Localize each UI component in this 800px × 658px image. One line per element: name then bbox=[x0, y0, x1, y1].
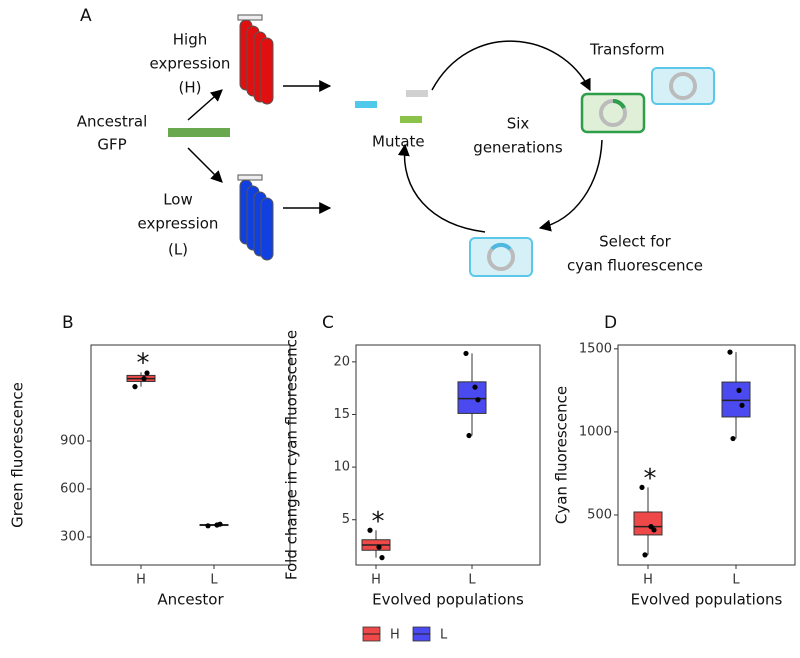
x-tick-label: H bbox=[643, 573, 653, 588]
arrow bbox=[187, 147, 223, 183]
tubes-high bbox=[237, 14, 274, 105]
x-axis-title: Ancestor bbox=[157, 591, 224, 609]
cell bbox=[651, 67, 715, 105]
gene-bar bbox=[406, 90, 428, 97]
point bbox=[739, 402, 745, 408]
point bbox=[205, 523, 211, 529]
y-tick-label: 1000 bbox=[579, 424, 612, 439]
y-tick-label: 500 bbox=[587, 507, 612, 522]
gene-bar bbox=[400, 116, 422, 123]
point bbox=[648, 524, 654, 530]
label: cyan fluorescence bbox=[567, 257, 703, 275]
point bbox=[141, 376, 147, 382]
annotation: * bbox=[372, 507, 385, 537]
cycle-arrow bbox=[538, 139, 603, 232]
gene-bar bbox=[168, 128, 230, 137]
y-tick-label: 1500 bbox=[579, 341, 612, 356]
annotation: * bbox=[644, 464, 657, 494]
label: Mutate bbox=[372, 133, 425, 151]
x-axis-title: Evolved populations bbox=[372, 591, 524, 609]
label: Select for bbox=[599, 233, 672, 251]
label: GFP bbox=[97, 136, 126, 154]
panel-label: B bbox=[62, 313, 74, 333]
cycle-arrow bbox=[431, 40, 591, 92]
point bbox=[475, 397, 481, 403]
point bbox=[651, 527, 657, 533]
box bbox=[457, 381, 487, 414]
gene-bar bbox=[355, 101, 377, 108]
x-tick-label: H bbox=[136, 573, 146, 588]
panel-a: A High expression (H) Ancestral GFP Low … bbox=[77, 6, 715, 277]
annotation: * bbox=[137, 349, 150, 379]
label: Six bbox=[507, 115, 530, 133]
plasmid-insert bbox=[490, 242, 512, 251]
point bbox=[379, 555, 385, 561]
point bbox=[217, 521, 223, 527]
cell bbox=[580, 92, 646, 134]
y-axis-title: Fold change in cyan fluorescence bbox=[283, 330, 301, 580]
x-tick-label: L bbox=[210, 573, 218, 588]
box bbox=[633, 511, 663, 536]
point bbox=[642, 552, 648, 558]
label: (L) bbox=[168, 241, 188, 259]
label: High bbox=[173, 31, 207, 49]
y-tick-label: 5 bbox=[342, 512, 350, 527]
y-axis-title: Green fluorescence bbox=[9, 382, 27, 528]
x-tick-label: H bbox=[371, 573, 381, 588]
plot-frame bbox=[355, 344, 541, 566]
y-tick-label: 600 bbox=[60, 482, 85, 497]
y-tick-label: 10 bbox=[333, 460, 350, 475]
point bbox=[144, 370, 150, 376]
panel-label: A bbox=[80, 6, 92, 26]
plasmid-insert bbox=[612, 98, 626, 110]
x-axis-title: Evolved populations bbox=[631, 591, 783, 609]
label: (H) bbox=[179, 79, 202, 97]
x-tick-label: L bbox=[732, 573, 740, 588]
point bbox=[463, 350, 469, 357]
label: expression bbox=[150, 55, 231, 73]
point bbox=[132, 384, 138, 390]
point bbox=[639, 484, 645, 491]
x-tick-label: L bbox=[468, 573, 476, 588]
label: Ancestral bbox=[77, 113, 147, 131]
cell bbox=[469, 237, 533, 277]
point bbox=[730, 435, 736, 442]
point bbox=[727, 349, 733, 355]
point bbox=[472, 384, 478, 390]
label: Low bbox=[163, 191, 193, 209]
label: generations bbox=[473, 139, 563, 157]
point bbox=[736, 387, 742, 393]
y-tick-label: 300 bbox=[60, 530, 85, 545]
y-tick-label: 15 bbox=[333, 407, 350, 422]
label: Transform bbox=[589, 41, 665, 59]
panel-label: D bbox=[604, 313, 617, 333]
plasmid bbox=[669, 72, 697, 100]
y-tick-label: 900 bbox=[60, 434, 85, 449]
legend-label: H bbox=[390, 628, 400, 643]
box bbox=[721, 381, 751, 418]
arrow bbox=[187, 89, 223, 121]
point bbox=[376, 544, 382, 550]
plot-frame bbox=[617, 344, 796, 566]
plot-frame bbox=[90, 344, 291, 566]
point bbox=[466, 432, 472, 439]
legend-label: L bbox=[440, 628, 448, 643]
label: expression bbox=[138, 215, 219, 233]
y-axis-title: Cyan fluorescence bbox=[553, 386, 571, 524]
y-tick-label: 20 bbox=[333, 354, 350, 369]
cycle-arrow bbox=[397, 143, 486, 233]
panel-label: C bbox=[322, 313, 334, 333]
point bbox=[367, 527, 373, 533]
tubes-low bbox=[237, 174, 274, 261]
